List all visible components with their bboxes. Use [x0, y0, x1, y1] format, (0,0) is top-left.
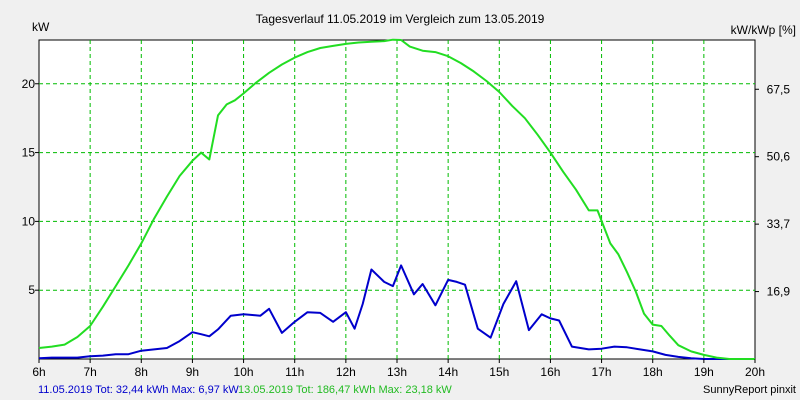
y-left-tick-label: 20	[22, 77, 36, 91]
y-left-tick-label: 5	[28, 283, 35, 297]
y-axis-label-right: kW/kWp [%]	[731, 23, 796, 37]
x-tick-label: 6h	[32, 365, 45, 379]
x-tick-label: 9h	[186, 365, 199, 379]
y-right-tick-label: 33,7	[767, 217, 791, 231]
axis-ticks: 6h 7h 8h 9h 10h 11h 12h 13h 14h 15h 16h 17h 18h 19h 20…	[22, 77, 791, 379]
chart-title: Tagesverlauf 11.05.2019 im Vergleich zum…	[256, 12, 545, 26]
x-tick-label: 19h	[694, 365, 714, 379]
y-left-tick-label: 10	[22, 214, 36, 228]
y-axis-label-left: kW	[32, 20, 50, 34]
x-tick-label: 7h	[83, 365, 96, 379]
series-layer	[38, 38, 755, 360]
x-tick-label: 12h	[336, 365, 356, 379]
series-line-1	[38, 38, 755, 360]
y-right-tick-label: 50,6	[767, 150, 791, 164]
series-line-0	[38, 264, 755, 360]
x-tick-label: 16h	[540, 365, 560, 379]
plot-area	[38, 39, 756, 360]
credit-text: SunnyReport pinxit	[703, 384, 796, 396]
legend-entry-13-05: 13.05.2019 Tot: 186,47 kWh Max: 23,18 kW	[238, 384, 452, 396]
x-tick-label: 14h	[438, 365, 458, 379]
x-tick-label: 11h	[285, 365, 304, 379]
y-right-tick-label: 67,5	[767, 82, 791, 96]
x-tick-label: 8h	[135, 365, 148, 379]
x-tick-label: 15h	[489, 365, 509, 379]
y-left-tick-label: 15	[22, 146, 36, 160]
y-right-tick-label: 16,9	[767, 285, 791, 299]
x-tick-label: 10h	[234, 365, 254, 379]
x-tick-label: 20h	[745, 365, 765, 379]
x-tick-label: 13h	[387, 365, 407, 379]
x-tick-label: 17h	[592, 365, 612, 379]
x-tick-label: 18h	[643, 365, 663, 379]
legend-entry-11-05: 11.05.2019 Tot: 32,44 kWh Max: 6,97 kW	[38, 384, 239, 396]
